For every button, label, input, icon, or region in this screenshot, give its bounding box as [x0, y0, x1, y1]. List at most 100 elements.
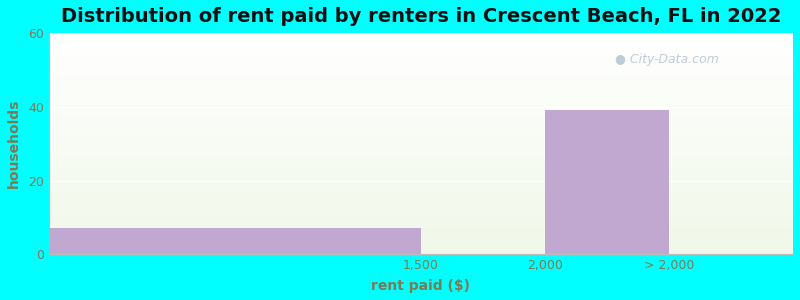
Bar: [49, 144, 793, 145]
Bar: [49, 198, 793, 199]
Bar: [49, 69, 793, 70]
Bar: [49, 196, 793, 197]
Bar: [49, 126, 793, 127]
Bar: [49, 251, 793, 252]
Bar: [49, 242, 793, 243]
Bar: [49, 209, 793, 210]
Bar: [49, 156, 793, 157]
Bar: [49, 114, 793, 115]
X-axis label: rent paid ($): rent paid ($): [371, 279, 470, 293]
Bar: [49, 238, 793, 239]
Bar: [49, 46, 793, 47]
Bar: [49, 228, 793, 229]
Bar: [49, 148, 793, 149]
Bar: [49, 211, 793, 212]
Bar: [49, 221, 793, 222]
Bar: [49, 121, 793, 122]
Bar: [49, 111, 793, 112]
Bar: [49, 190, 793, 191]
Bar: [49, 169, 793, 170]
Bar: [49, 77, 793, 78]
Title: Distribution of rent paid by renters in Crescent Beach, FL in 2022: Distribution of rent paid by renters in …: [61, 7, 781, 26]
Bar: [49, 135, 793, 136]
Bar: [49, 95, 793, 96]
Bar: [49, 84, 793, 85]
Bar: [49, 68, 793, 69]
Bar: [49, 105, 793, 106]
Bar: [49, 168, 793, 169]
Bar: [49, 76, 793, 77]
Bar: [49, 174, 793, 175]
Bar: [49, 119, 793, 120]
Bar: [49, 56, 793, 57]
Bar: [49, 145, 793, 146]
Bar: [49, 218, 793, 219]
Bar: [49, 159, 793, 160]
Bar: [49, 138, 793, 139]
Bar: [49, 74, 793, 75]
Bar: [49, 103, 793, 104]
Bar: [49, 44, 793, 45]
Bar: [49, 226, 793, 227]
Bar: [49, 244, 793, 245]
Bar: [49, 116, 793, 117]
Bar: [49, 161, 793, 162]
Bar: [49, 120, 793, 121]
Bar: [49, 130, 793, 131]
Bar: [49, 55, 793, 56]
Bar: [49, 157, 793, 158]
Bar: [49, 231, 793, 232]
Bar: [49, 192, 793, 193]
Bar: [49, 96, 793, 97]
Bar: [49, 162, 793, 163]
Bar: [49, 82, 793, 83]
Bar: [49, 137, 793, 138]
Bar: [49, 106, 793, 107]
Bar: [49, 89, 793, 90]
Bar: [49, 220, 793, 221]
Bar: [49, 206, 793, 207]
Bar: [49, 123, 793, 124]
Bar: [49, 165, 793, 166]
Bar: [49, 193, 793, 194]
Bar: [49, 34, 793, 35]
Bar: [49, 38, 793, 39]
Bar: [49, 35, 793, 36]
Bar: [49, 102, 793, 103]
Bar: [49, 182, 793, 183]
Bar: [49, 228, 421, 254]
Bar: [49, 200, 793, 201]
Bar: [49, 80, 793, 81]
Bar: [49, 139, 793, 140]
Bar: [49, 208, 793, 209]
Bar: [49, 45, 793, 46]
Bar: [49, 233, 793, 234]
Bar: [49, 70, 793, 71]
Bar: [49, 195, 793, 196]
Bar: [49, 183, 793, 184]
Bar: [49, 62, 793, 63]
Bar: [49, 42, 793, 43]
Bar: [49, 124, 793, 125]
Bar: [49, 187, 793, 188]
Bar: [49, 108, 793, 109]
Bar: [49, 82, 793, 83]
Bar: [49, 149, 793, 150]
Bar: [49, 136, 793, 137]
Bar: [49, 207, 793, 208]
Bar: [49, 214, 793, 215]
Bar: [49, 163, 793, 164]
Bar: [49, 219, 793, 220]
Bar: [49, 66, 793, 67]
Bar: [49, 140, 793, 141]
Bar: [49, 92, 793, 93]
Bar: [49, 85, 793, 86]
Bar: [49, 215, 793, 216]
Bar: [49, 205, 793, 206]
Bar: [49, 113, 793, 114]
Bar: [49, 175, 793, 176]
Bar: [49, 155, 793, 156]
Bar: [49, 79, 793, 80]
Bar: [49, 212, 793, 213]
Bar: [49, 128, 793, 129]
